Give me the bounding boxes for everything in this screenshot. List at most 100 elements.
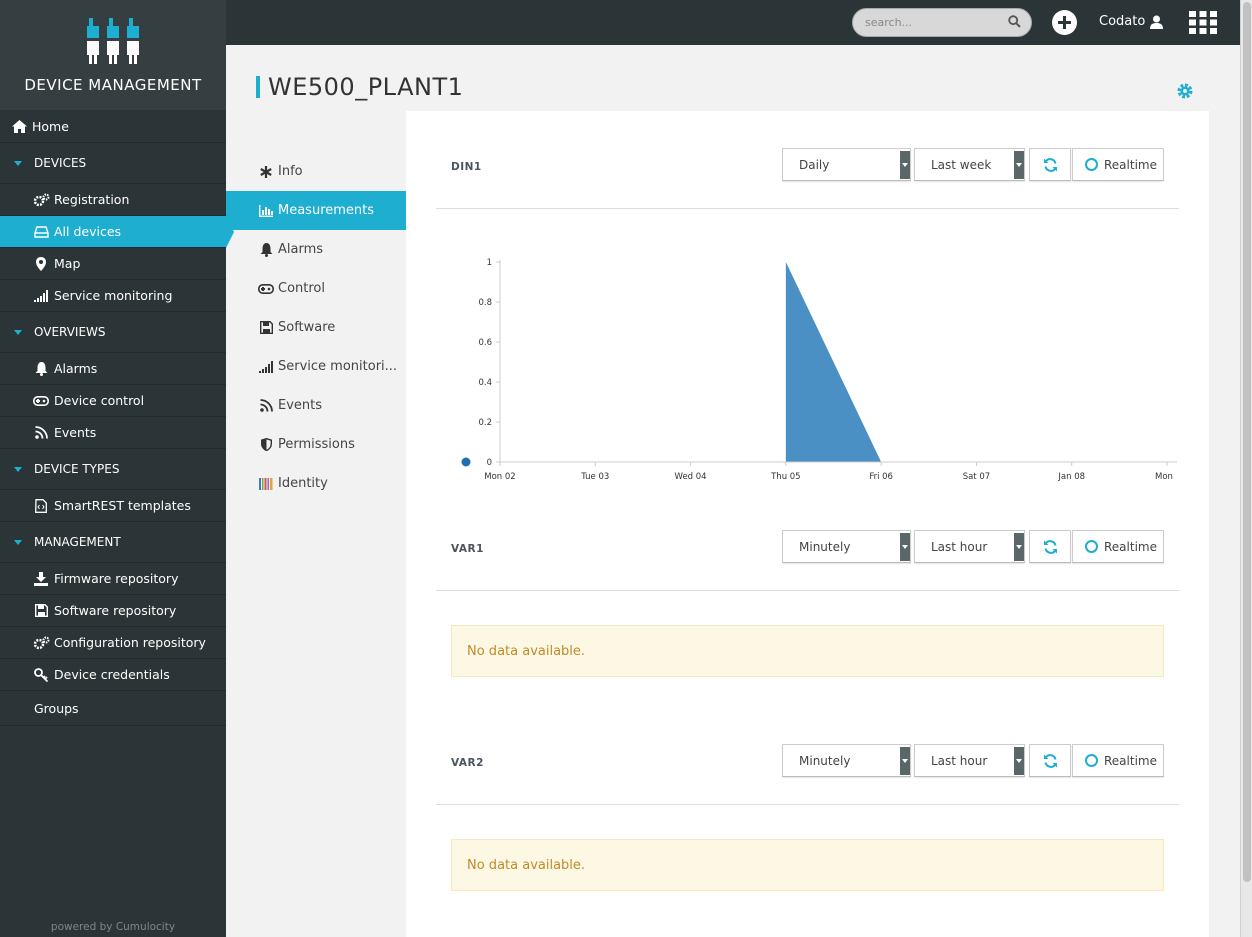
realtime-toggle[interactable]: Realtime [1072,744,1164,777]
section-label: OVERVIEWS [34,325,106,339]
floppy-disk-icon [32,604,50,618]
realtime-toggle[interactable]: Realtime [1072,530,1164,563]
x-tick-label: Mon 02 [484,472,515,482]
measurement-var1: VAR1 Minutely Last hour Realtime No data… [436,511,1179,677]
range-value: Last hour [931,539,988,554]
gears-icon [32,193,50,207]
sidebar-item-label: Firmware repository [54,571,179,586]
signal-icon [258,360,274,374]
y-tick-label: 0.2 [478,418,492,428]
realtime-toggle[interactable]: Realtime [1072,148,1164,181]
tab-software[interactable]: Software [226,308,406,347]
dropdown-arrow-icon [1014,533,1024,561]
realtime-label: Realtime [1104,539,1157,554]
tab-events[interactable]: Events [226,386,406,425]
tab-identity[interactable]: Identity [226,464,406,503]
app-switcher-button[interactable] [1189,11,1217,38]
user-menu[interactable]: Codato [1099,14,1164,29]
settings-button[interactable] [1176,82,1194,104]
sidebar-section-management[interactable]: MANAGEMENT [0,522,226,563]
section-label: MANAGEMENT [34,535,121,549]
tab-label: Permissions [278,437,355,452]
sidebar-item-alarms[interactable]: Alarms [0,353,226,385]
sidebar-item-label: All devices [54,224,122,239]
sidebar-item-groups[interactable]: Groups [0,691,226,726]
sidebar-item-label: Registration [54,192,130,207]
sidebar-item-map[interactable]: Map [0,248,226,280]
sidebar-item-home[interactable]: Home [0,110,226,143]
aggregation-select[interactable]: Minutely [782,530,911,563]
tab-alarms[interactable]: Alarms [226,230,406,269]
signal-icon [32,289,50,303]
vertical-scrollbar[interactable] [1240,0,1252,937]
section-label: DEVICE TYPES [34,462,120,476]
x-tick-label: Mon [1155,472,1173,482]
din1-chart: 0 0.2 0.4 0.6 0.8 1 Mon 02 Tue 03 Wed 04 Thu 05 Fr… [461,258,1177,482]
sidebar-item-events[interactable]: Events [0,417,226,449]
tab-info[interactable]: Info [226,152,406,191]
file-code-icon [32,498,50,513]
range-select[interactable]: Last week [914,148,1025,181]
caret-down-icon [14,160,22,166]
aggregation-value: Minutely [799,753,851,768]
search-input[interactable] [853,9,993,36]
refresh-icon [1043,539,1057,554]
sidebar-item-smartrest-templates[interactable]: SmartREST templates [0,490,226,522]
aggregation-select[interactable]: Daily [782,148,911,181]
sidebar-item-all-devices[interactable]: All devices [0,216,234,248]
sidebar-item-firmware-repository[interactable]: Firmware repository [0,563,226,595]
search-icon[interactable] [1008,15,1021,32]
shield-icon [258,438,274,452]
sidebar-item-label: Configuration repository [54,635,206,650]
x-tick-label: Thu 05 [770,472,800,482]
user-icon [1150,15,1164,29]
tab-permissions[interactable]: Permissions [226,425,406,464]
refresh-button[interactable] [1029,744,1071,777]
tab-control[interactable]: Control [226,269,406,308]
refresh-button[interactable] [1029,530,1071,563]
asterisk-icon [258,165,274,179]
range-value: Last week [931,157,992,172]
range-select[interactable]: Last hour [914,744,1025,777]
sidebar-item-software-repository[interactable]: Software repository [0,595,226,627]
x-tick-label: Tue 03 [580,472,609,482]
device-name: WE500_PLANT1 [268,73,464,101]
sidebar-item-label: Device credentials [54,667,170,682]
refresh-button[interactable] [1029,148,1071,181]
sidebar-item-service-monitoring[interactable]: Service monitoring [0,280,226,312]
range-select[interactable]: Last hour [914,530,1025,563]
sidebar-item-configuration-repository[interactable]: Configuration repository [0,627,226,659]
caret-down-icon [14,329,22,335]
add-button[interactable] [1052,10,1077,35]
sidebar-item-device-control[interactable]: Device control [0,385,226,417]
tab-label: Control [278,281,325,296]
radio-circle-icon [1085,540,1098,553]
sidebar-item-label: Alarms [54,361,98,376]
bell-icon [32,361,50,376]
key-icon [32,667,50,682]
hdd-icon [32,225,50,239]
radio-circle-icon [1085,754,1098,767]
x-tick-label: Jan 08 [1057,472,1085,482]
radio-circle-icon [1085,158,1098,171]
sidebar-item-registration[interactable]: Registration [0,184,226,216]
aggregation-value: Daily [799,157,830,172]
floppy-disk-icon [258,321,274,335]
tab-measurements[interactable]: Measurements [226,191,416,230]
scrollbar-thumb[interactable] [1243,2,1251,882]
tab-service-monitoring[interactable]: Service monitori... [226,347,406,386]
measurement-name: DIN1 [451,161,482,173]
realtime-label: Realtime [1104,753,1157,768]
brand-title: DEVICE MANAGEMENT [24,76,202,94]
range-value: Last hour [931,753,988,768]
sidebar-section-device-types[interactable]: DEVICE TYPES [0,449,226,490]
aggregation-select[interactable]: Minutely [782,744,911,777]
sidebar-section-overviews[interactable]: OVERVIEWS [0,312,226,353]
measurement-var2: VAR2 Minutely Last hour Realtime No data… [436,725,1179,891]
no-data-message: No data available. [451,839,1164,891]
gears-icon [32,636,50,650]
sidebar-item-device-credentials[interactable]: Device credentials [0,659,226,691]
grid-icon [1189,11,1217,34]
sidebar-section-devices[interactable]: DEVICES [0,143,226,184]
sidebar-item-label: Device control [54,393,145,408]
